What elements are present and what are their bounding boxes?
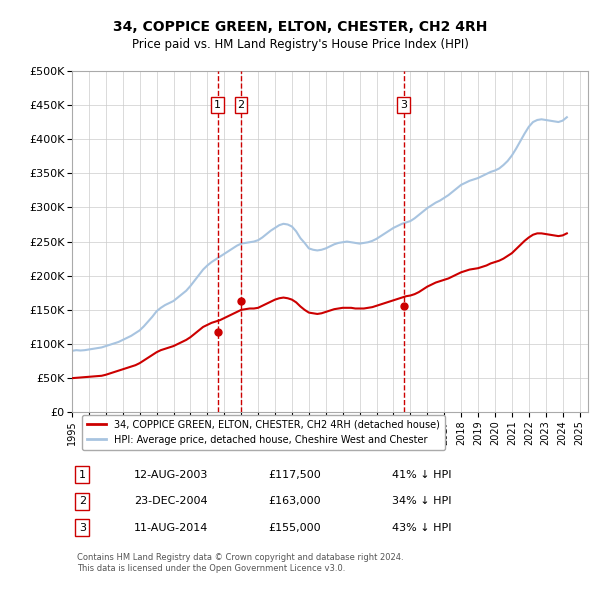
Text: 2: 2 [237, 100, 244, 110]
Text: 11-AUG-2014: 11-AUG-2014 [134, 523, 208, 533]
Legend: 34, COPPICE GREEN, ELTON, CHESTER, CH2 4RH (detached house), HPI: Average price,: 34, COPPICE GREEN, ELTON, CHESTER, CH2 4… [82, 415, 445, 450]
Text: 2: 2 [79, 496, 86, 506]
Text: 1: 1 [214, 100, 221, 110]
Text: 3: 3 [79, 523, 86, 533]
Text: £117,500: £117,500 [268, 470, 321, 480]
Text: 34% ↓ HPI: 34% ↓ HPI [392, 496, 451, 506]
Text: 3: 3 [400, 100, 407, 110]
Text: £155,000: £155,000 [268, 523, 321, 533]
Text: 43% ↓ HPI: 43% ↓ HPI [392, 523, 451, 533]
Text: Price paid vs. HM Land Registry's House Price Index (HPI): Price paid vs. HM Land Registry's House … [131, 38, 469, 51]
Text: 34, COPPICE GREEN, ELTON, CHESTER, CH2 4RH: 34, COPPICE GREEN, ELTON, CHESTER, CH2 4… [113, 19, 487, 34]
Text: £163,000: £163,000 [268, 496, 321, 506]
Text: 1: 1 [79, 470, 86, 480]
Text: 12-AUG-2003: 12-AUG-2003 [134, 470, 208, 480]
Text: 41% ↓ HPI: 41% ↓ HPI [392, 470, 451, 480]
Text: 23-DEC-2004: 23-DEC-2004 [134, 496, 208, 506]
Text: Contains HM Land Registry data © Crown copyright and database right 2024.
This d: Contains HM Land Registry data © Crown c… [77, 553, 404, 573]
